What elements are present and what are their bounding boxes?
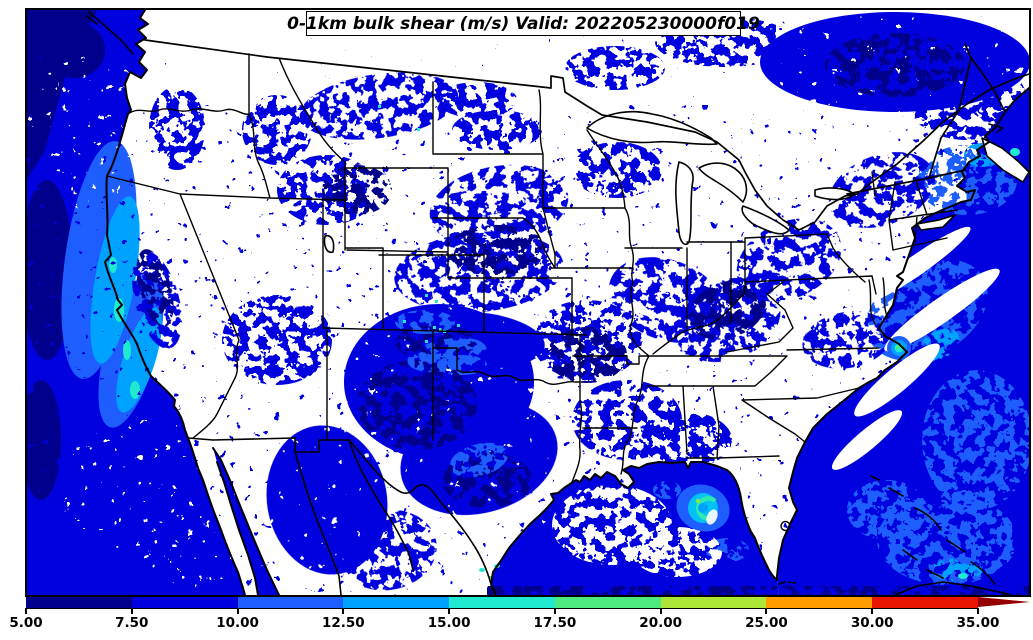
shear-blob bbox=[222, 295, 332, 385]
colorbar-tick-label: 30.00 bbox=[850, 615, 894, 631]
colorbar: 5.00 7.50 10.00 12.50 15.00 17.50 20.00 25.00 30… bbox=[9, 597, 1033, 640]
colorbar-segment bbox=[26, 597, 132, 608]
shear-blob bbox=[322, 165, 392, 215]
shear-blob bbox=[437, 355, 487, 375]
shear-patch bbox=[435, 300, 438, 303]
long-island bbox=[916, 214, 956, 231]
colorbar-tick-label: 15.00 bbox=[427, 615, 471, 631]
shear-blob bbox=[452, 110, 542, 150]
map-frame bbox=[25, 8, 1031, 597]
shear-blob bbox=[27, 50, 147, 210]
shear-blob bbox=[547, 327, 627, 383]
state-borders-west bbox=[106, 53, 588, 439]
shear-blob bbox=[831, 410, 903, 470]
colorbar-tick-label: 10.00 bbox=[216, 615, 259, 631]
boundary-lines bbox=[86, 10, 1029, 595]
colorbar-segment bbox=[660, 597, 767, 608]
colorbar-segment bbox=[131, 597, 238, 608]
colorbar-segment bbox=[872, 597, 978, 608]
lake-erie bbox=[741, 205, 790, 235]
colorbar-segment bbox=[237, 597, 344, 608]
map-title-box: 0-1km bulk shear (m/s) Valid: 2022052300… bbox=[287, 11, 760, 36]
shear-blob bbox=[357, 360, 477, 450]
shear-patch bbox=[489, 576, 492, 579]
colorbar-tick-label: 35.00 bbox=[956, 615, 1000, 631]
great-salt-lake bbox=[323, 234, 335, 254]
shear-patch bbox=[439, 328, 442, 331]
islands-and-antilles bbox=[86, 11, 1012, 595]
shear-blob bbox=[136, 249, 174, 327]
state-borders-central bbox=[326, 129, 880, 483]
colorbar-axis-line bbox=[26, 608, 978, 609]
colorbar-tick-label: 17.50 bbox=[533, 615, 577, 631]
shear-blob bbox=[642, 412, 732, 468]
shear-patch bbox=[403, 320, 406, 323]
shear-patch bbox=[433, 326, 436, 329]
shear-blob bbox=[863, 226, 971, 304]
shear-map bbox=[27, 10, 1029, 595]
colorbar-tick-label: 7.50 bbox=[115, 615, 149, 631]
shear-blob bbox=[632, 527, 722, 577]
mexico-border-and-states bbox=[187, 437, 496, 595]
shear-blob bbox=[449, 442, 509, 478]
shear-patch bbox=[425, 340, 428, 343]
shear-blob bbox=[802, 311, 892, 369]
shear-blob bbox=[854, 343, 940, 417]
shear-patch bbox=[417, 128, 420, 131]
colorbar-tick bbox=[236, 608, 239, 614]
shear-blob bbox=[884, 268, 1000, 352]
colorbar-tick bbox=[871, 608, 874, 614]
nova-scotia bbox=[981, 137, 1029, 183]
shear-blob bbox=[532, 488, 602, 532]
colorbar-segment bbox=[766, 597, 873, 608]
colorbar-tick bbox=[448, 608, 451, 614]
lake-michigan bbox=[675, 161, 694, 246]
great-lakes bbox=[323, 110, 1029, 254]
colorbar-tick bbox=[659, 608, 662, 614]
colorbar-tick bbox=[130, 608, 133, 614]
colorbar-segment bbox=[449, 597, 555, 608]
colorbar-segments bbox=[26, 597, 978, 608]
colorbar-tick-label: 25.00 bbox=[745, 615, 788, 631]
canada-border bbox=[144, 39, 1029, 231]
shear-patch bbox=[425, 294, 428, 297]
colorbar-tick-label: 5.00 bbox=[9, 615, 43, 631]
map-title: 0-1km bulk shear (m/s) Valid: 2022052300… bbox=[287, 13, 760, 34]
shear-blob bbox=[337, 509, 437, 591]
colorbar-tick bbox=[553, 608, 556, 614]
colorbar-tick-label: 12.50 bbox=[321, 615, 365, 631]
colorbar-segment bbox=[343, 597, 450, 608]
colorbar-tick bbox=[342, 608, 345, 614]
colorbar-tick-label: 20.00 bbox=[639, 615, 683, 631]
shear-blob bbox=[147, 510, 267, 590]
lake-huron bbox=[698, 162, 748, 203]
shear-patch bbox=[487, 586, 1029, 595]
colorbar-tick bbox=[977, 608, 979, 614]
shear-patch bbox=[457, 324, 460, 327]
gulf-atlantic-coastline bbox=[490, 87, 1029, 595]
shear-blob bbox=[149, 86, 205, 170]
pacific-coastline bbox=[104, 10, 280, 595]
shear-blob bbox=[447, 225, 547, 275]
colorbar-tick bbox=[25, 608, 27, 614]
colorbar-segment bbox=[554, 597, 661, 608]
colorbar-extend-arrow bbox=[978, 597, 1030, 607]
colorbar-tick bbox=[765, 608, 768, 614]
lake-superior bbox=[586, 110, 718, 146]
gulf-vortex-feature bbox=[676, 484, 730, 532]
state-borders-east bbox=[652, 171, 958, 532]
